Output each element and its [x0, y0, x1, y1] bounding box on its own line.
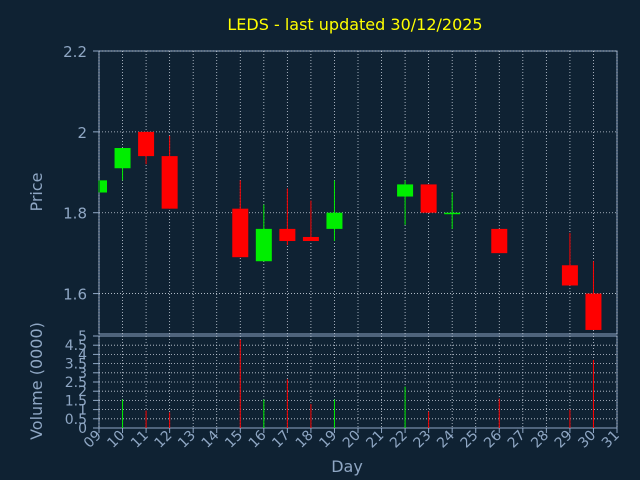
- candle: [232, 180, 249, 258]
- candle-body: [114, 148, 131, 169]
- candle-body: [161, 156, 178, 209]
- day-tick-label: 29: [552, 428, 576, 452]
- day-tick-label: 13: [175, 428, 199, 452]
- candle-body: [100, 180, 107, 193]
- candle: [255, 204, 272, 262]
- candle-body: [232, 208, 249, 258]
- candle: [444, 192, 461, 229]
- volume-tick-label: 0: [78, 421, 87, 437]
- volume-tick-label: 1.5: [65, 393, 87, 409]
- volume-tick-label: 0.5: [65, 412, 87, 428]
- day-tick-label: 17: [269, 428, 293, 452]
- candle: [326, 180, 343, 242]
- day-tick-label: 18: [293, 428, 317, 452]
- price-panel: 1.6 1.8 2 2.2: [63, 43, 618, 335]
- volume-tick-label: 4: [78, 347, 87, 363]
- volume-tick-label: 3.5: [65, 357, 87, 373]
- candle: [114, 148, 131, 181]
- day-tick-label: 12: [152, 428, 176, 452]
- candle-body: [302, 236, 319, 242]
- day-tick-label: 24: [434, 427, 458, 451]
- candle-body: [326, 212, 343, 229]
- volume-tick-label: 1: [78, 403, 87, 419]
- candle-body: [585, 293, 602, 330]
- candle: [420, 184, 437, 213]
- day-tick-label: 10: [104, 428, 128, 452]
- price-tick-label: 1.6: [63, 286, 87, 304]
- price-axis-label: Price: [27, 172, 46, 211]
- day-tick-label: 15: [222, 428, 246, 452]
- day-tick-label: 14: [199, 427, 223, 451]
- day-tick-label: 11: [128, 428, 152, 452]
- day-tick-label: 16: [246, 427, 270, 451]
- candle: [397, 180, 414, 225]
- day-axis-label: Day: [331, 457, 363, 476]
- day-tick-label: 21: [363, 428, 387, 452]
- day-tick-label: 19: [316, 428, 340, 452]
- candle-body: [420, 184, 437, 213]
- candle-body: [491, 228, 508, 254]
- price-tick-label: 2: [77, 124, 87, 142]
- day-tick-label: 26: [481, 427, 505, 451]
- candle-body: [279, 228, 296, 242]
- day-tick-label: 22: [387, 428, 411, 452]
- candle-body: [561, 265, 578, 286]
- day-tick-label: 23: [411, 428, 435, 452]
- day-tick-label: 25: [458, 428, 482, 452]
- candle-body: [397, 184, 414, 197]
- candle-body: [255, 228, 272, 262]
- day-tick-label: 20: [340, 428, 364, 452]
- candle: [161, 135, 178, 209]
- candle: [302, 200, 319, 242]
- candle: [279, 188, 296, 246]
- price-tick-label: 1.8: [63, 205, 87, 223]
- candle-body: [138, 131, 155, 157]
- candle-body: [444, 212, 461, 215]
- candle: [561, 232, 578, 286]
- volume-tick-label: 2: [78, 384, 87, 400]
- candle: [98, 180, 107, 193]
- volume-axis-label: Volume (0000): [27, 322, 46, 440]
- candle: [138, 131, 155, 165]
- price-tick-label: 2.2: [63, 43, 87, 61]
- day-tick-label: 31: [599, 428, 623, 452]
- volume-tick-label: 2.5: [65, 375, 87, 391]
- candle: [491, 228, 508, 254]
- day-tick-label: 28: [528, 428, 552, 452]
- volume-tick-label: 4.5: [65, 338, 87, 354]
- day-tick-label: 27: [505, 428, 529, 452]
- volume-tick-label: 3: [78, 366, 87, 382]
- volume-tick-label: 5: [78, 329, 87, 345]
- day-tick-label: 30: [575, 428, 599, 452]
- candle: [585, 261, 602, 330]
- chart-title: LEDS - last updated 30/12/2025: [227, 15, 482, 34]
